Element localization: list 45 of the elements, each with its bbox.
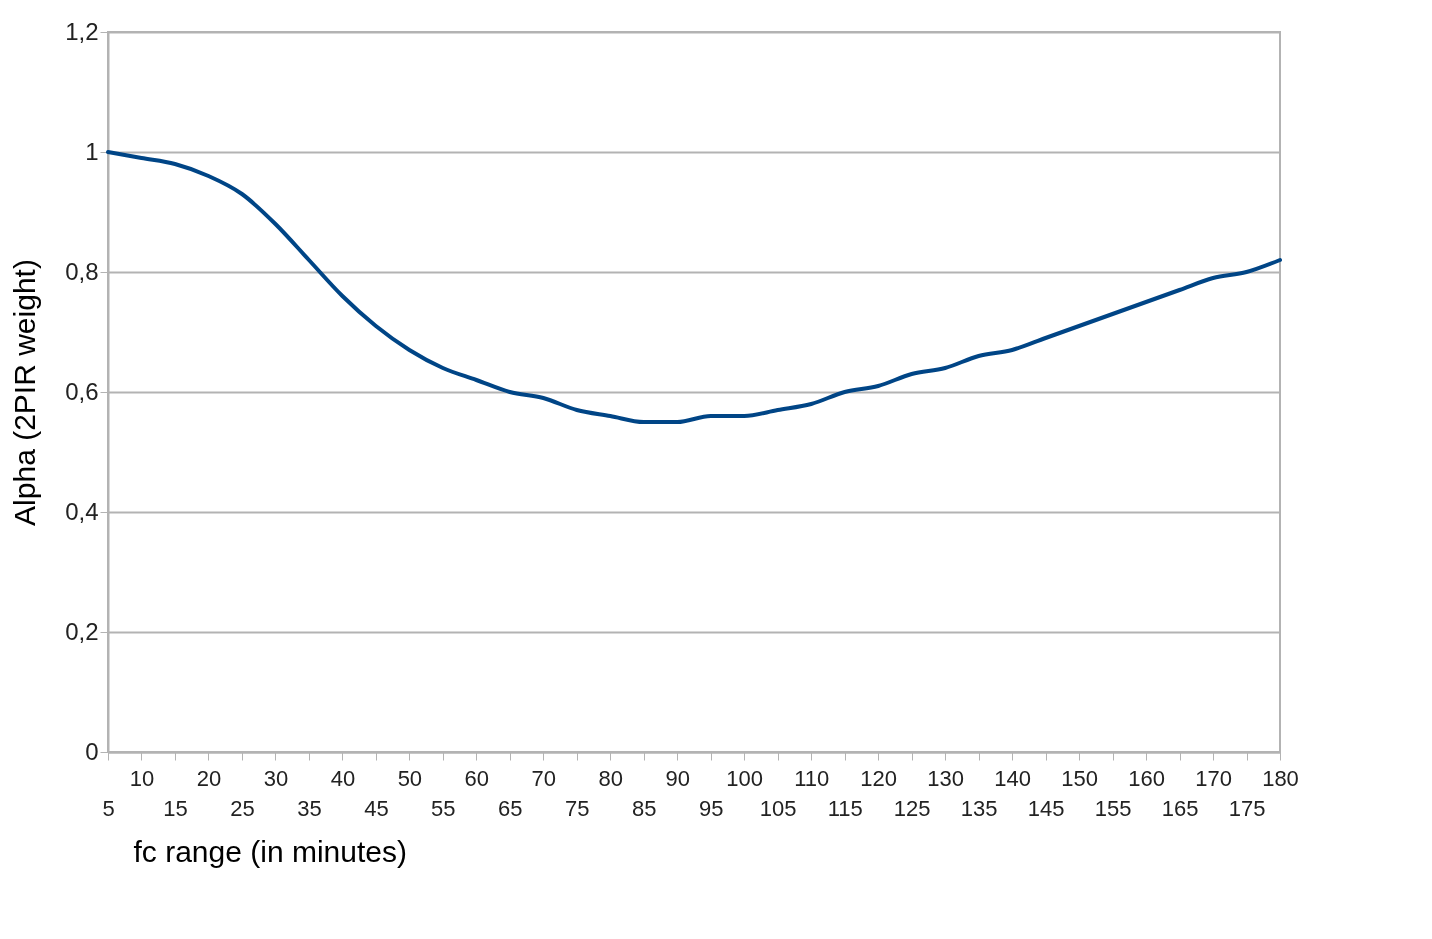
y-axis-title: Alpha (2PIR weight)	[8, 259, 42, 526]
x-tick-label: 95	[699, 795, 724, 821]
x-tick-label: 115	[827, 795, 863, 821]
x-tick-label: 100	[726, 765, 764, 791]
y-tick-label: 0,6	[65, 377, 99, 405]
x-axis-title: fc range (in minutes)	[133, 834, 407, 868]
x-tick-label: 140	[994, 765, 1031, 791]
x-tick-label: 145	[1027, 795, 1065, 821]
x-tick-label: 170	[1195, 765, 1232, 791]
x-tick-label: 75	[565, 795, 590, 821]
x-tick-label: 105	[759, 795, 797, 821]
x-tick-label: 180	[1262, 765, 1299, 791]
x-tick-label: 45	[364, 795, 389, 821]
x-tick-label: 165	[1161, 795, 1199, 821]
x-tick-label: 80	[598, 765, 624, 791]
x-tick-label: 55	[431, 795, 456, 821]
x-tick-label: 25	[230, 795, 255, 821]
x-tick-label: 150	[1061, 765, 1098, 791]
y-tick-label: 1	[85, 137, 99, 165]
y-tick-label: 0,4	[65, 497, 99, 525]
x-tick-label: 5	[102, 795, 115, 821]
x-tick-label: 20	[196, 765, 222, 791]
y-tick-label: 1,2	[65, 17, 99, 45]
x-tick-label: 10	[129, 765, 155, 791]
x-tick-label: 125	[893, 795, 931, 821]
x-tick-label: 30	[263, 765, 289, 791]
x-tick-label: 130	[927, 765, 964, 791]
x-tick-label: 135	[960, 795, 998, 821]
x-tick-label: 40	[330, 765, 356, 791]
x-tick-label: 120	[860, 765, 898, 791]
y-tick-label: 0,8	[65, 257, 99, 285]
x-tick-label: 110	[794, 765, 830, 791]
y-tick-label: 0	[85, 737, 99, 765]
y-tick-label: 0,2	[65, 617, 99, 645]
x-tick-label: 35	[297, 795, 322, 821]
x-tick-label: 90	[665, 765, 690, 791]
x-tick-label: 70	[531, 765, 557, 791]
x-tick-label: 175	[1228, 795, 1266, 821]
x-tick-label: 155	[1094, 795, 1132, 821]
x-tick-label: 65	[498, 795, 523, 821]
x-tick-label: 85	[632, 795, 657, 821]
x-tick-label: 60	[464, 765, 490, 791]
x-tick-label: 50	[397, 765, 423, 791]
x-tick-label: 15	[163, 795, 188, 821]
x-tick-label: 160	[1128, 765, 1165, 791]
